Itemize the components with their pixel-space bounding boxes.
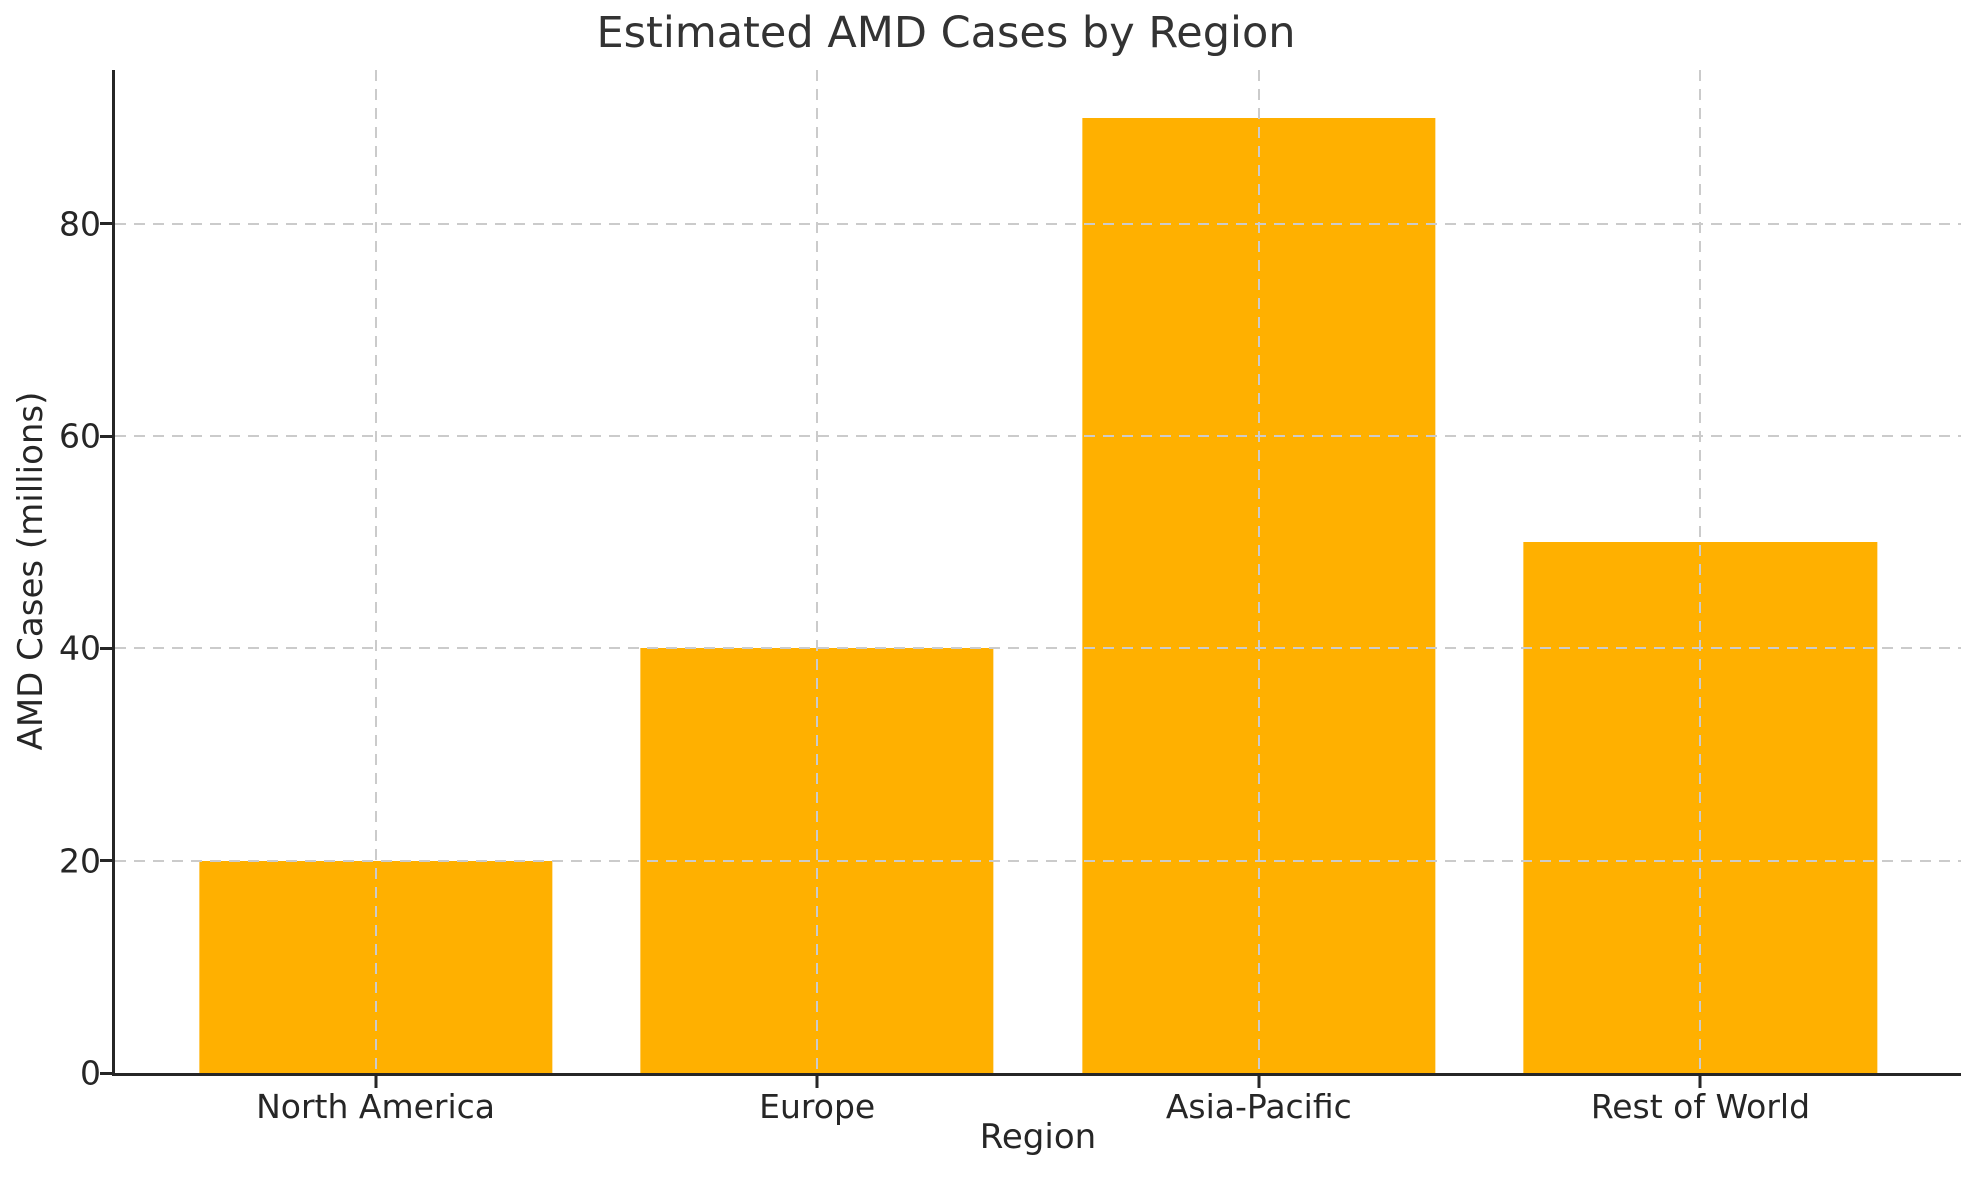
ticks-layer: 0 20 40 60 80 North America Europe Asia-Pacific… (59, 70, 1961, 1126)
plot-area: 0 20 40 60 80 North America Europe Asia-Pacific… (59, 70, 1961, 1126)
x-tick-mark-north-america (374, 1076, 378, 1088)
x-gridline-asia-pacific (1257, 70, 1260, 1073)
y-tick-label-40: 40 (59, 628, 101, 668)
grid-layer (115, 70, 1961, 1073)
x-tick-label-europe: Europe (759, 1087, 876, 1126)
y-tick-mark-40 (100, 646, 112, 650)
y-tick-mark-0 (100, 1071, 112, 1075)
y-tick-label-0: 0 (80, 1053, 101, 1093)
spines-layer (112, 70, 1961, 1076)
y-gridline-20 (115, 859, 1961, 862)
x-tick-label-north-america: North America (256, 1087, 496, 1126)
y-axis-label: AMD Cases (millions) (11, 391, 51, 751)
y-gridline-40 (115, 647, 1961, 650)
x-tick-mark-rest-of-world (1698, 1076, 1702, 1088)
y-gridline-80 (115, 222, 1961, 225)
y-gridline-60 (115, 435, 1961, 438)
x-axis-label: Region (979, 1117, 1097, 1157)
x-axis-spine (112, 1073, 1961, 1076)
x-tick-mark-asia-pacific (1257, 1076, 1261, 1088)
x-gridline-north-america (374, 70, 377, 1073)
x-tick-mark-europe (815, 1076, 819, 1088)
x-gridline-rest-of-world (1699, 70, 1702, 1073)
y-tick-label-80: 80 (59, 204, 101, 244)
y-tick-mark-20 (100, 859, 112, 863)
x-tick-label-rest-of-world: Rest of World (1590, 1087, 1811, 1126)
x-tick-label-asia-pacific: Asia-Pacific (1165, 1087, 1352, 1126)
y-tick-mark-60 (100, 434, 112, 438)
x-gridline-europe (816, 70, 819, 1073)
y-tick-mark-80 (100, 222, 112, 226)
y-axis-spine (112, 70, 115, 1076)
chart-title: Estimated AMD Cases by Region (596, 8, 1296, 58)
y-tick-label-60: 60 (59, 416, 101, 456)
y-tick-label-20: 20 (59, 841, 101, 881)
